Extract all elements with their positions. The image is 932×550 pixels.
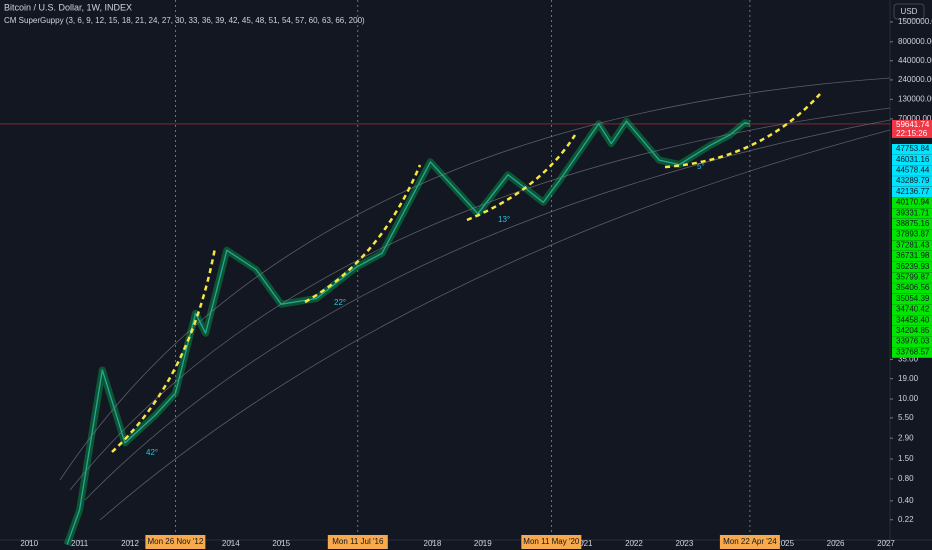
guppy-label: 40170.94 <box>896 198 930 207</box>
trend-line <box>111 247 217 453</box>
halving-label: Mon 26 Nov '12 <box>147 537 203 546</box>
y-tick-label: 0.22 <box>898 515 914 524</box>
guppy-tag <box>892 154 932 166</box>
guppy-tag <box>892 251 932 262</box>
guppy-tag <box>892 283 932 294</box>
y-tick-label: 70000.00 <box>898 114 932 123</box>
angle-label: 42° <box>146 448 158 457</box>
guppy-label: 37893.87 <box>896 230 930 239</box>
x-tick-label: 2025 <box>776 539 794 548</box>
guppy-label: 39331.71 <box>896 208 930 217</box>
guppy-tag <box>892 347 932 358</box>
guppy-label: 33768.57 <box>896 347 930 356</box>
countdown-label: 22:15:26 <box>896 129 928 138</box>
currency-button[interactable] <box>893 3 925 20</box>
price-label: 59641.74 <box>896 120 930 129</box>
x-tick-label: 2012 <box>121 539 139 548</box>
guppy-label: 35054.39 <box>896 294 930 303</box>
halving-tag <box>145 535 206 549</box>
x-tick-label: 2018 <box>424 539 442 548</box>
x-tick-label: 2015 <box>272 539 290 548</box>
guppy-label: 34740.42 <box>896 305 930 314</box>
y-tick-label: 240000.00 <box>898 75 932 84</box>
y-tick-label: 19.00 <box>898 374 919 383</box>
chart-title: Bitcoin / U.S. Dollar, 1W, INDEX <box>4 2 132 12</box>
guppy-tag <box>892 218 932 230</box>
guppy-label: 44578.44 <box>896 166 930 175</box>
x-tick-label: 2014 <box>222 539 240 548</box>
arc <box>99 129 891 521</box>
trend-line <box>466 134 577 222</box>
y-tick-label: 800000.00 <box>898 37 932 46</box>
x-tick-label: 2011 <box>71 539 89 548</box>
halving-label: Mon 11 May '20 <box>523 537 580 546</box>
angle-label: 22° <box>334 298 346 307</box>
x-tick-label: 2019 <box>474 539 492 548</box>
halving-tag <box>327 535 388 549</box>
y-tick-label: 5.50 <box>898 413 914 422</box>
currency-label[interactable]: USD <box>901 7 918 16</box>
guppy-label: 38875.16 <box>896 219 930 228</box>
arc <box>84 119 891 501</box>
halving-label: Mon 11 Jul '16 <box>332 537 384 546</box>
x-tick-label: 2022 <box>625 539 643 548</box>
guppy-label: 33976.03 <box>896 337 930 346</box>
x-tick-label: 2021 <box>575 539 593 548</box>
trend-line <box>664 93 821 169</box>
guppy-tag <box>892 315 932 326</box>
halving-tag <box>719 535 780 549</box>
guppy-label: 35406.56 <box>896 283 930 292</box>
guppy-tag <box>892 186 932 198</box>
guppy-label: 36731.98 <box>896 251 930 260</box>
y-tick-label: 2.90 <box>898 433 914 442</box>
guppy-tag <box>892 293 932 305</box>
angle-label: 13° <box>498 215 510 224</box>
guppy-label: 42136.77 <box>896 187 930 196</box>
y-tick-label: 1.50 <box>898 454 914 463</box>
guppy-label: 35799.87 <box>896 273 930 282</box>
y-tick-label: 440000.00 <box>898 56 932 65</box>
y-tick-label: 1500000.00 <box>898 17 932 26</box>
halving-label: Mon 22 Apr '24 <box>723 537 777 546</box>
guppy-label: 36239.93 <box>896 262 930 271</box>
guppy-tag <box>892 304 932 315</box>
y-tick-label: 130000.00 <box>898 94 932 103</box>
arc <box>69 107 891 491</box>
angle-label: 5° <box>697 162 705 171</box>
price-tag <box>892 119 932 138</box>
y-tick-label: 35.00 <box>898 354 919 363</box>
halving-tag <box>521 535 582 549</box>
guppy-tag <box>892 165 932 176</box>
guppy-tag <box>892 208 932 219</box>
guppy-tag <box>892 261 932 273</box>
x-tick-label: 2010 <box>20 539 38 548</box>
y-tick-label: 10.00 <box>898 394 919 403</box>
guppy-label: 34458.40 <box>896 315 930 324</box>
indicator-label: CM SuperGuppy (3, 6, 9, 12, 15, 18, 21, … <box>4 16 365 25</box>
decorations <box>59 77 891 521</box>
y-tick-label: 0.40 <box>898 496 914 505</box>
guppy-tag <box>892 144 932 155</box>
price-series <box>66 120 751 545</box>
x-tick-label: 2027 <box>877 539 895 548</box>
guppy-tag <box>892 197 932 208</box>
x-tick-label: 2023 <box>675 539 693 548</box>
x-tick-label: 2026 <box>827 539 845 548</box>
guppy-tag <box>892 176 932 187</box>
trend-line <box>304 164 422 304</box>
guppy-tag <box>892 272 932 283</box>
arc <box>59 77 891 481</box>
guppy-tag <box>892 229 932 241</box>
guppy-label: 37281.43 <box>896 240 930 249</box>
guppy-label: 46031.16 <box>896 155 930 164</box>
guppy-label: 43289.79 <box>896 176 930 185</box>
guppy-tag <box>892 336 932 348</box>
guppy-tag <box>892 325 932 337</box>
y-tick-label: 0.80 <box>898 474 914 483</box>
guppy-label: 47753.84 <box>896 144 930 153</box>
guppy-tag <box>892 240 932 251</box>
guppy-label: 34204.85 <box>896 326 930 335</box>
